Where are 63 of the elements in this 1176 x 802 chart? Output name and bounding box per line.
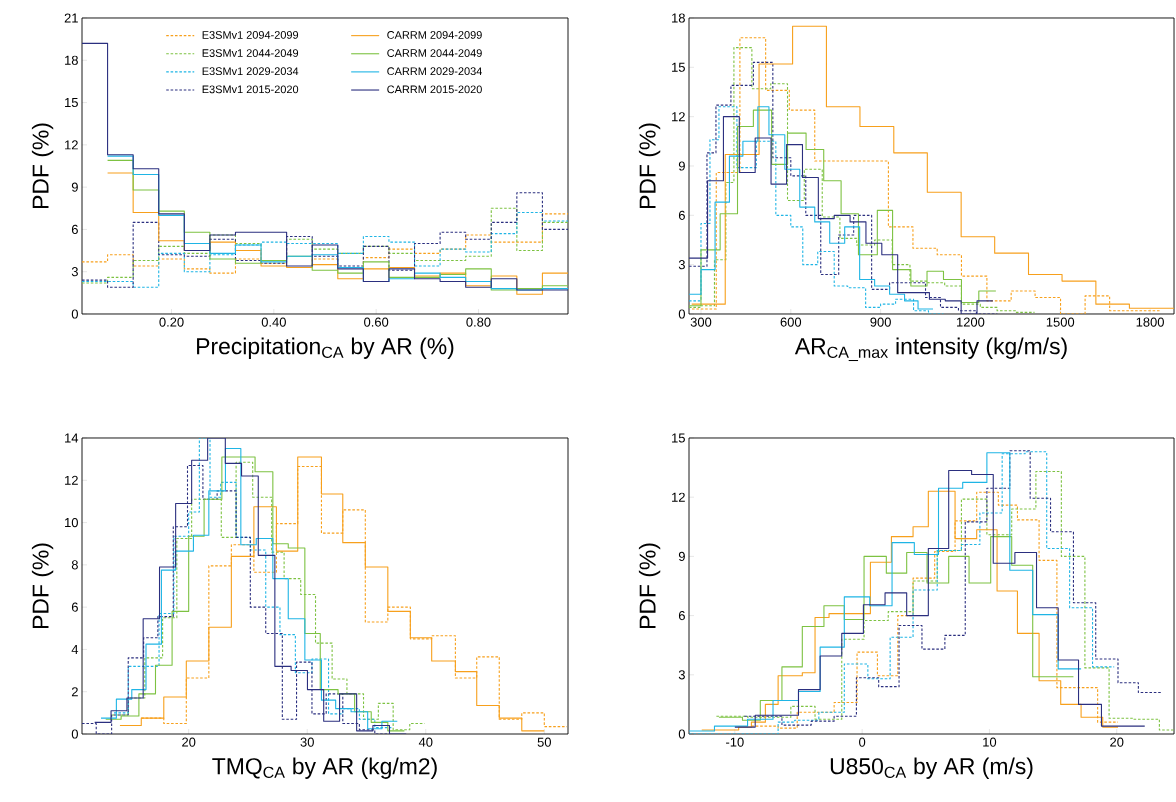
y-tick-label: 0 [71,729,78,739]
legend-label: E3SMv1 2015-2020 [202,85,299,94]
y-tick-label: 4 [71,644,79,654]
x-tick-label: 50 [537,737,551,747]
y-tick-label: 0 [678,729,685,739]
x-tick-label: 1800 [1136,317,1164,327]
x-tick-label: 600 [780,317,802,327]
y-tick-label: 12 [65,140,78,150]
y-axis-title: PDF (%) [31,543,54,629]
y-tick-label: 0 [678,309,685,319]
x-tick-label: 20 [182,737,196,747]
x-tick-label: -10 [726,737,744,747]
y-tick-label: 3 [71,267,78,277]
y-tick-label: 3 [678,260,685,270]
legend-label: E3SMv1 2044-2049 [202,49,299,57]
y-tick-label: 15 [65,98,78,108]
y-tick-label: 6 [678,210,685,220]
legend-label: E3SMv1 2094-2099 [202,31,299,39]
y-tick-label: 6 [71,602,78,612]
y-tick-label: 8 [71,560,78,570]
x-tick-label: 300 [690,317,712,327]
y-tick-label: 2 [71,687,78,697]
y-axis-title: PDF (%) [638,123,661,209]
x-axis-title: TMQ$_{CA}$ by AR (kg/m2) [212,757,437,779]
y-tick-label: 15 [672,62,685,72]
y-tick-label: 21 [64,13,78,23]
y-tick-label: 12 [672,112,685,122]
x-tick-label: 0.20 [159,317,184,327]
x-tick-label: 0.80 [466,317,491,327]
x-tick-label: 40 [418,737,433,747]
x-tick-label: 0.40 [261,317,286,327]
legend-label: E3SMv1 2029-2034 [202,67,299,76]
x-tick-label: 1200 [957,317,985,327]
y-tick-label: 6 [678,611,685,621]
y-tick-label: 9 [71,182,78,192]
y-tick-label: 0 [71,309,78,319]
y-tick-label: 14 [65,433,79,443]
legend-label: CARRM 2015-2020 [387,85,482,94]
y-tick-label: 12 [672,492,685,502]
y-tick-label: 12 [65,475,78,485]
x-axis-title: AR$_{CA_max}$ intensity (kg/m/s) [794,337,1067,362]
x-tick-label: 10 [983,737,997,747]
x-tick-label: 30 [300,737,314,747]
x-tick-label: 1500 [1046,317,1075,327]
y-axis-title: PDF (%) [638,543,661,629]
x-tick-label: 0 [859,737,866,747]
y-tick-label: 6 [71,224,78,235]
y-tick-label: 18 [65,55,78,65]
legend-label: CARRM 2029-2034 [387,67,482,76]
y-tick-label: 9 [678,161,685,171]
y-tick-label: 15 [672,433,685,443]
legend-label: CARRM 2044-2049 [387,49,482,57]
x-tick-label: 20 [1110,737,1124,747]
legend-label: CARRM 2094-2099 [387,31,482,39]
y-tick-label: 18 [672,13,685,23]
y-tick-label: 9 [678,551,685,561]
x-axis-title: U850$_{CA}$ by AR (m/s) [830,757,1033,779]
y-axis-title: PDF (%) [31,123,54,209]
x-tick-label: 900 [870,317,891,327]
y-tick-label: 10 [65,517,78,528]
x-tick-label: 0.60 [364,317,389,327]
y-tick-label: 3 [678,670,685,680]
x-axis-title: Precipitation$_{CA}$ by AR (%) [197,337,454,359]
